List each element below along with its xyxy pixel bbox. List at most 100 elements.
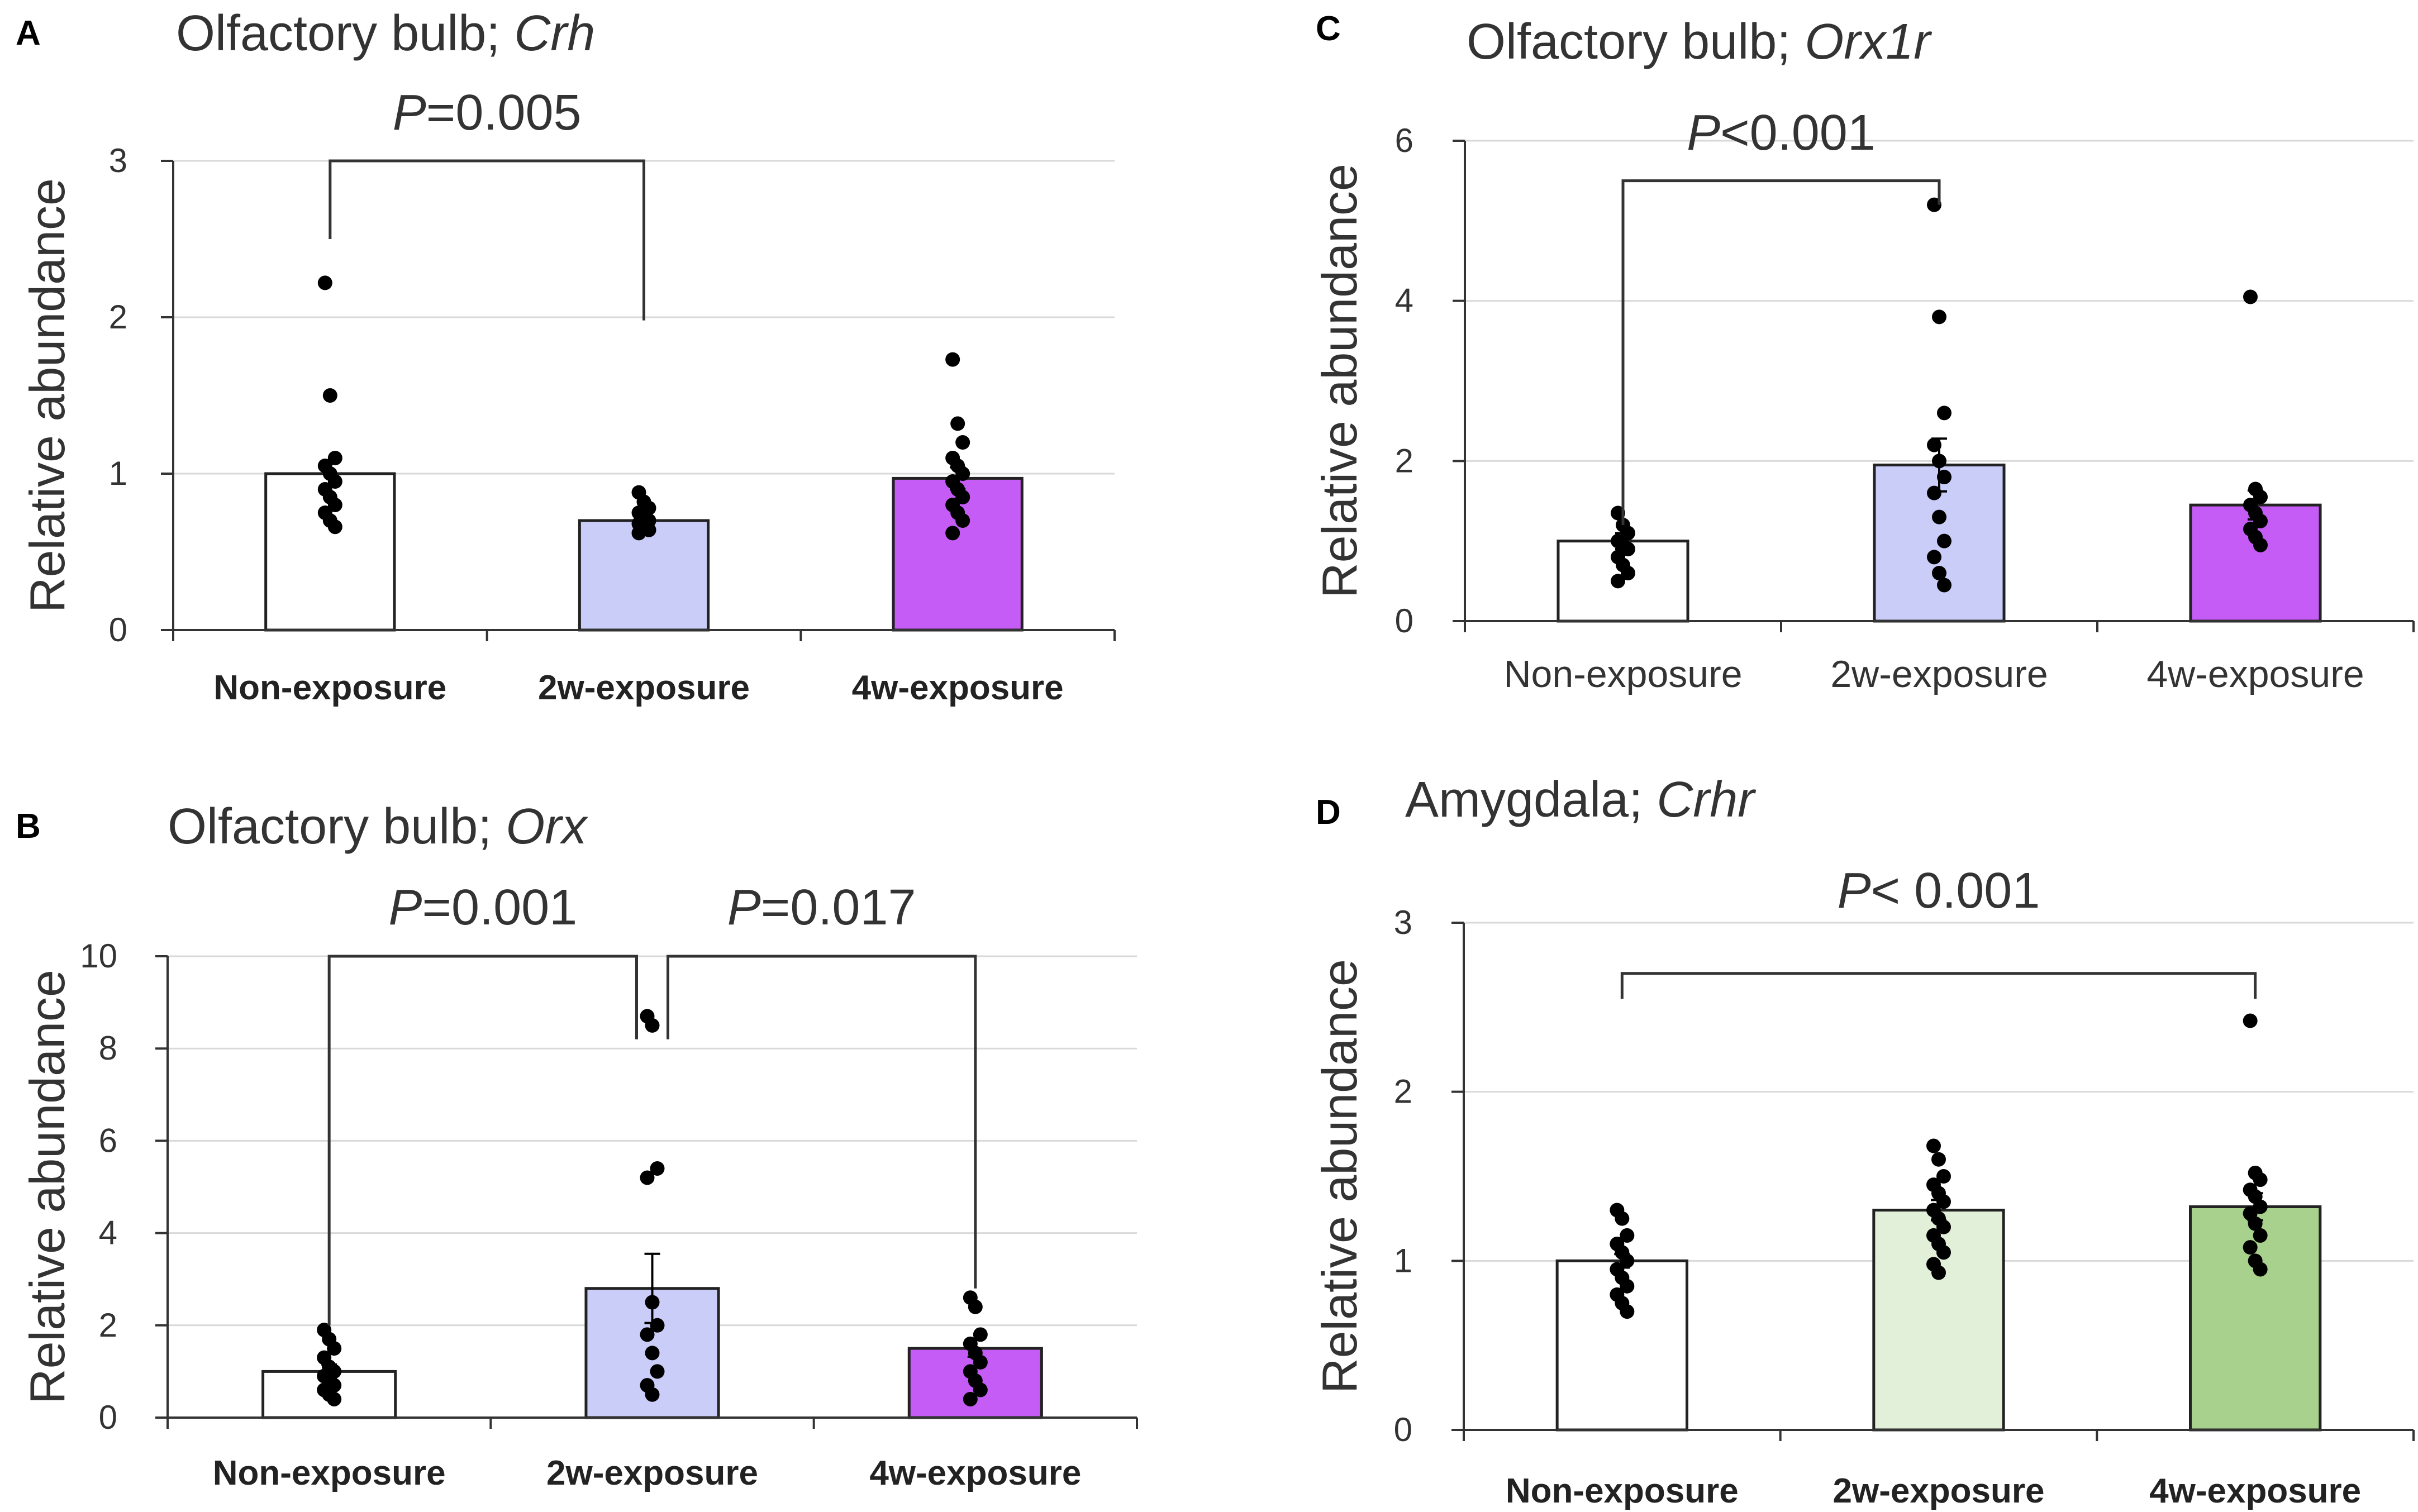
panel-letter: C [1316, 9, 1341, 48]
data-point [1620, 1279, 1635, 1294]
p-symbol: P [393, 85, 426, 141]
data-point [973, 1354, 988, 1370]
x-category-label: 4w-exposure [2149, 1472, 2361, 1510]
y-tick-label: 10 [80, 937, 117, 975]
data-point [1621, 566, 1635, 580]
data-point [955, 490, 970, 504]
y-axis-label: Relative abundance [20, 970, 75, 1404]
data-point [973, 1327, 988, 1342]
data-point [640, 1327, 655, 1342]
data-point [650, 1364, 665, 1379]
data-point [1615, 1211, 1630, 1226]
data-point [645, 1018, 660, 1033]
data-point [1937, 533, 1951, 548]
p-value-label: P=0.017 [727, 880, 916, 936]
y-tick-label: 3 [109, 142, 127, 179]
y-tick-label: 0 [1395, 602, 1413, 640]
data-point [1927, 437, 1941, 452]
data-point [2243, 289, 2258, 304]
data-point [645, 1295, 660, 1310]
data-point [1932, 509, 1946, 524]
data-point [1937, 406, 1951, 421]
data-point [1621, 542, 1635, 556]
bar-2w-exposure [578, 519, 710, 632]
data-point [1936, 1194, 1951, 1209]
p-value-label: P=0.001 [388, 880, 577, 936]
title-prefix: Amygdala; [1405, 772, 1657, 828]
chart-title: Olfactory bulb; Crh [176, 6, 595, 61]
data-point [955, 513, 970, 528]
data-point [963, 1391, 978, 1406]
y-tick-label: 2 [1394, 1073, 1412, 1110]
data-point [327, 1391, 342, 1406]
significance-bracket [329, 159, 645, 321]
p-value: <0.001 [1720, 105, 1876, 161]
data-point [322, 388, 337, 403]
x-category-label: 2w-exposure [546, 1454, 758, 1492]
p-value-label: P< 0.001 [1838, 863, 2040, 919]
data-point [631, 526, 646, 541]
x-category-label: 2w-exposure [1832, 1472, 2044, 1510]
data-point [327, 1341, 342, 1356]
title-prefix: Olfactory bulb; [168, 799, 506, 855]
x-category-label: 2w-exposure [538, 669, 750, 707]
p-symbol: P [727, 880, 761, 936]
data-point [2253, 489, 2268, 504]
x-category-label: 4w-exposure [869, 1454, 1081, 1492]
y-tick-label: 0 [109, 611, 127, 648]
data-point [1932, 566, 1946, 580]
data-point [1932, 454, 1946, 469]
y-tick-label: 6 [99, 1122, 117, 1159]
data-point [2253, 537, 2268, 552]
p-value: < 0.001 [1871, 863, 2040, 919]
x-category-label: 4w-exposure [2146, 653, 2364, 695]
y-tick-label: 2 [109, 298, 127, 336]
p-value-label: P<0.001 [1687, 105, 1876, 161]
data-point [945, 352, 960, 367]
chart-title: Amygdala; Crhr [1405, 772, 1756, 828]
data-point [2253, 1172, 2268, 1187]
panel-letter: A [16, 14, 41, 53]
data-point [640, 1170, 655, 1185]
data-point [1931, 1265, 1946, 1280]
p-value: =0.005 [426, 85, 582, 141]
data-point [645, 1346, 660, 1361]
p-value-label: P=0.005 [393, 85, 582, 141]
x-category-label: Non-exposure [213, 1454, 446, 1492]
x-category-label: 4w-exposure [852, 669, 1064, 707]
data-point [1932, 309, 1946, 325]
data-point [968, 1299, 983, 1314]
panel-letter: D [1316, 793, 1341, 832]
data-point [327, 519, 342, 535]
significance-bracket [327, 955, 638, 1325]
chart-title: Olfactory bulb; Orx1r [1467, 14, 1932, 70]
data-point [1620, 1304, 1635, 1319]
panel-a: A Olfactory bulb; Crh 0 1 2 3 Relative abundan… [16, 6, 1116, 707]
data-point [2253, 1228, 2268, 1243]
y-tick-label: 3 [1394, 904, 1412, 941]
y-tick-label: 1 [1394, 1242, 1412, 1279]
data-point [2243, 1240, 2258, 1255]
data-point [1620, 1228, 1635, 1243]
y-tick-label: 6 [1395, 122, 1413, 159]
data-point [1937, 470, 1951, 484]
data-point [327, 474, 342, 489]
data-point [1936, 1219, 1951, 1234]
data-point [1936, 1245, 1951, 1260]
x-category-label: Non-exposure [1503, 653, 1742, 695]
data-point [955, 466, 970, 481]
data-point [1927, 485, 1941, 500]
data-point [327, 451, 342, 465]
title-prefix: Olfactory bulb; [176, 6, 514, 61]
panel-d: D Amygdala; Crhr 0 1 2 3 Relative abundance Non… [1312, 772, 2415, 1510]
y-tick-label: 2 [1395, 442, 1413, 479]
data-point [955, 435, 970, 450]
p-symbol: P [388, 880, 422, 936]
data-point [1926, 1138, 1941, 1153]
y-tick-label: 4 [99, 1214, 117, 1252]
p-symbol: P [1838, 863, 1871, 919]
data-point [2243, 1013, 2258, 1028]
y-tick-label: 4 [1395, 282, 1413, 319]
data-point [1927, 550, 1941, 565]
